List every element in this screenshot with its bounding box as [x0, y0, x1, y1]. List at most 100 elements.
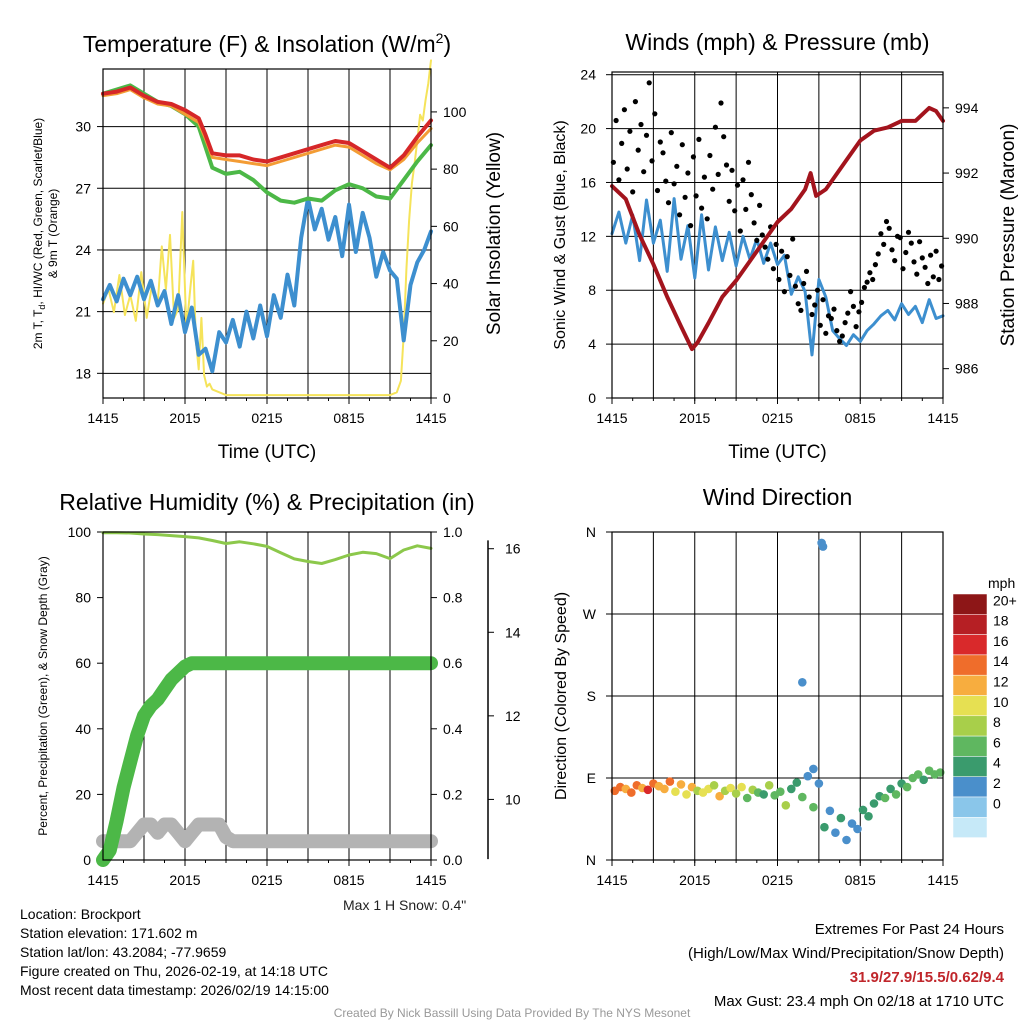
temperature-ylabel-2: & 9m T (Orange) [46, 189, 60, 279]
gust-point [751, 220, 757, 226]
created-line: Figure created on Thu, 2026-02-19, at 14… [20, 963, 328, 979]
colorbar-swatch [952, 735, 988, 757]
gust-point [922, 264, 928, 270]
gust-point [850, 303, 857, 309]
wind-direction-point [814, 779, 824, 788]
wind-direction-point [864, 812, 873, 821]
y2-tick-label: 1.0 [443, 524, 463, 540]
wind-panel: Winds (mph) & Pressure (mb) 1415 2015 0215 0… [552, 29, 1019, 463]
extremes-title: Extremes For Past 24 Hours [814, 921, 1004, 938]
gust-point [823, 330, 829, 336]
y-tick-label: 60 [75, 655, 91, 671]
gust-point [635, 147, 641, 153]
wind-direction-point [836, 813, 846, 823]
gust-point [801, 280, 807, 287]
y2-tick-label: 992 [955, 165, 979, 181]
gust-point [671, 181, 677, 187]
humidity-title: Relative Humidity (%) & Precipitation (i… [59, 489, 474, 515]
gust-point [870, 276, 876, 283]
gust-point [856, 309, 862, 315]
gust-point [839, 333, 845, 339]
wind-title: Winds (mph) & Pressure (mb) [625, 29, 929, 55]
y-tick-label: N [586, 524, 596, 540]
wind-direction-point [682, 790, 691, 799]
station-info: Location: Brockport Station elevation: 1… [20, 905, 329, 1000]
gust-point [809, 311, 815, 318]
colorbar-label: 6 [993, 734, 1001, 750]
gust-point [682, 194, 688, 200]
gust-point [641, 169, 647, 175]
gust-point [693, 193, 699, 199]
y2-tick-label: 0.0 [443, 852, 463, 868]
colorbar-swatch [952, 695, 988, 717]
wind-direction-point [715, 791, 724, 801]
temperature-title: Temperature (F) & Insolation (W/m2) [83, 30, 451, 57]
gust-point [798, 307, 804, 313]
x-tick-label: 1415 [927, 410, 958, 426]
wind-direction-point [886, 784, 895, 794]
gust-point [928, 252, 934, 258]
gust-point [881, 241, 887, 247]
gust-point [759, 232, 765, 238]
gust-point [903, 249, 909, 256]
colorbar-label: 10 [993, 694, 1009, 710]
gust-point [757, 202, 763, 208]
gust-point [837, 338, 843, 344]
gust-point [787, 272, 793, 278]
x-tick-label: 2015 [679, 872, 710, 888]
y2-tick-label: 20 [443, 333, 459, 349]
gust-point [721, 134, 727, 140]
x-tick-label: 0215 [762, 872, 793, 888]
wind-direction-point [858, 805, 868, 815]
gust-point [657, 139, 663, 145]
x-tick-label: 2015 [679, 410, 710, 426]
gust-point [834, 328, 840, 334]
x-tick-label: 0215 [251, 872, 282, 888]
elevation-line: Station elevation: 171.602 m [20, 925, 198, 941]
gust-point [726, 198, 732, 204]
y-tick-label: N [586, 852, 596, 868]
gust-point [908, 240, 914, 246]
wind-direction-point [853, 824, 862, 834]
gust-point [710, 186, 716, 192]
y-tick-label: 20 [580, 121, 596, 137]
gust-point [917, 239, 923, 245]
gust-point [872, 262, 879, 268]
wind-direction-point [709, 781, 719, 790]
x-tick-label: 1415 [87, 872, 118, 888]
gust-point [795, 301, 801, 307]
colorbar-swatch [952, 796, 988, 818]
plot-frame [102, 68, 432, 399]
wind-direction-point [676, 780, 686, 789]
wind-direction-point [831, 828, 840, 837]
wind-direction-point [737, 782, 746, 792]
wind-direction-point [798, 678, 807, 687]
wind-direction-ylabel: Direction (Colored By Speed) [553, 592, 570, 800]
gust-point [712, 124, 719, 130]
gust-point [743, 206, 749, 212]
wind_direction-title: Wind Direction [703, 484, 853, 510]
gust-point [900, 266, 906, 272]
wind-direction-point [665, 777, 675, 786]
y2-tick-label: 988 [955, 295, 979, 311]
gust-point [867, 270, 873, 276]
wind-direction-point [671, 787, 680, 796]
gust-point [690, 154, 697, 160]
gust-point [723, 162, 730, 168]
wind-direction-point [627, 788, 636, 797]
gust-point [845, 310, 851, 316]
gust-point [770, 266, 777, 272]
gust-point [654, 187, 661, 194]
colorbar-swatch [952, 654, 988, 676]
y3-tick-label: 10 [505, 791, 521, 807]
wind-direction-point [726, 783, 735, 793]
gust-point [704, 216, 710, 222]
series-yellow [102, 59, 432, 397]
y-tick-label: 80 [75, 590, 91, 606]
gust-point [831, 306, 837, 312]
gust-point [781, 289, 788, 295]
gust-point [638, 121, 644, 128]
colorbar-label: 2 [993, 775, 1001, 791]
wind-direction-point [776, 787, 785, 796]
